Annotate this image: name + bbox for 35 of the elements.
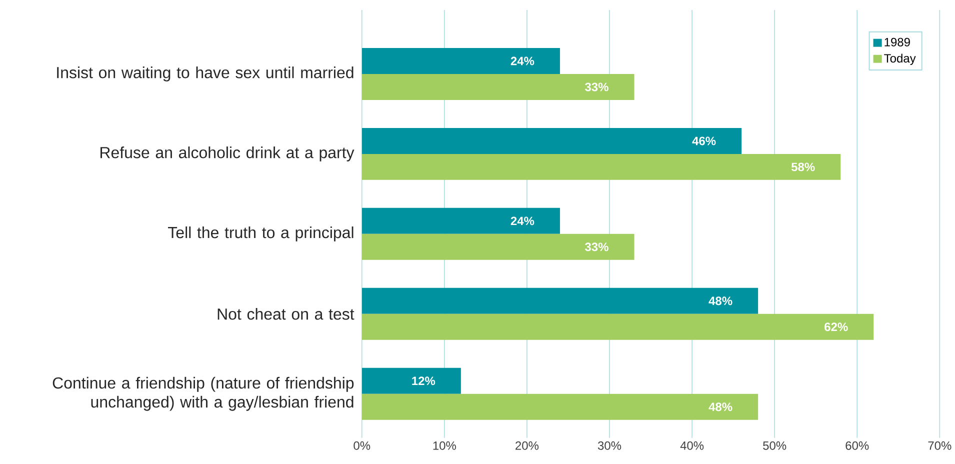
- bar: [362, 288, 758, 314]
- bar: [362, 314, 874, 340]
- data-label: 24%: [510, 216, 534, 226]
- legend-label: Today: [884, 54, 916, 66]
- data-label: 46%: [692, 136, 716, 146]
- x-tick-label: 30%: [598, 441, 622, 450]
- data-label: 33%: [585, 82, 608, 92]
- x-tick-label: 50%: [763, 441, 786, 450]
- data-label: 48%: [708, 296, 732, 306]
- data-label: 58%: [791, 162, 815, 172]
- bar: [362, 208, 560, 234]
- bar: [362, 128, 742, 154]
- bar: [362, 48, 560, 74]
- data-label: 12%: [412, 376, 436, 386]
- x-tick-label: 40%: [680, 441, 704, 450]
- data-label: 62%: [824, 322, 848, 332]
- y-tick-label: Insist on waiting to have sex until married: [57, 66, 354, 82]
- y-tick-label: Tell the truth to a principal: [168, 226, 354, 242]
- x-tick-label: 70%: [928, 441, 952, 450]
- bar: [362, 394, 758, 420]
- x-tick-label: 0%: [354, 441, 370, 450]
- bar: [362, 154, 841, 180]
- y-tick-label: Refuse an alcoholic drink at a party: [100, 146, 354, 162]
- x-tick-label: 20%: [516, 441, 539, 450]
- bar: [362, 234, 634, 260]
- legend-label: 1989: [884, 38, 910, 46]
- y-tick-label: Not cheat on a test: [218, 308, 354, 320]
- y-tick-label: Continue a friendship (nature of friendship unchanged) with a gay/lesbian friend: [52, 376, 354, 411]
- bar: [362, 74, 634, 100]
- data-label: 33%: [585, 242, 608, 252]
- x-tick-label: 10%: [433, 441, 456, 450]
- x-tick-label: 60%: [846, 441, 869, 450]
- data-label: 48%: [708, 402, 732, 412]
- data-label: 24%: [510, 56, 534, 66]
- bar: [362, 368, 461, 394]
